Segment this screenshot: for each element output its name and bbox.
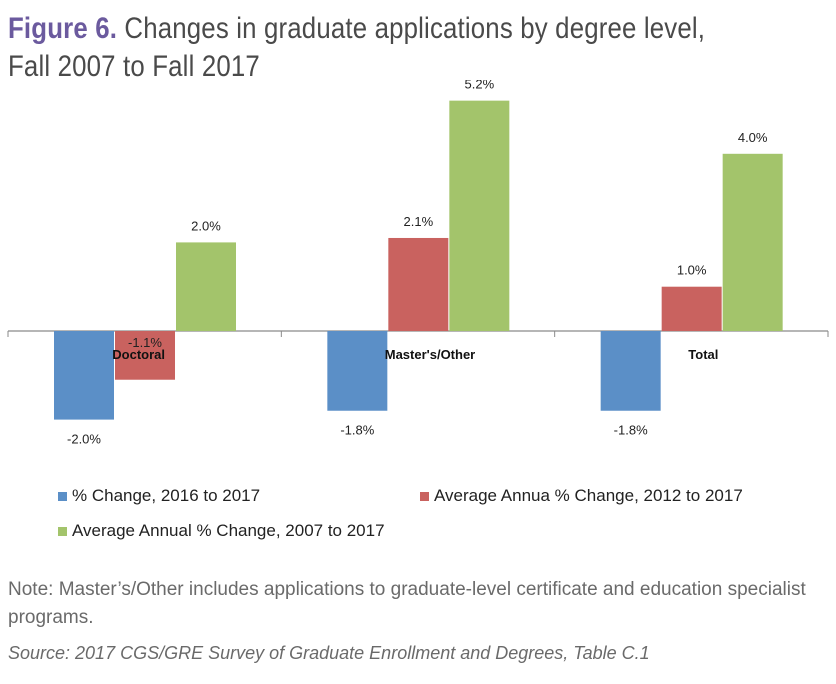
category-label: Master's/Other xyxy=(385,347,476,362)
bar xyxy=(661,286,722,331)
bar xyxy=(115,331,175,380)
legend-swatch xyxy=(58,491,67,501)
bar xyxy=(388,237,449,331)
data-label: 4.0% xyxy=(738,130,768,145)
figure-title: Figure 6. Changes in graduate applicatio… xyxy=(8,10,713,86)
bar xyxy=(176,242,236,331)
legend-label: Average Annual % Change, 2007 to 2017 xyxy=(72,521,385,540)
category-label: Total xyxy=(688,347,718,362)
data-label: 2.1% xyxy=(404,214,434,229)
chart-source: Source: 2017 CGS/GRE Survey of Graduate … xyxy=(8,643,650,663)
figure-title-line2: Fall 2007 to Fall 2017 xyxy=(8,50,260,83)
legend-label: % Change, 2016 to 2017 xyxy=(72,486,261,505)
data-label: -2.0% xyxy=(67,432,101,447)
bar xyxy=(449,100,510,331)
legend-item: Average Annual % Change, 2007 to 2017 xyxy=(58,521,385,541)
bar xyxy=(600,331,661,411)
legend-swatch xyxy=(420,491,429,501)
data-label: 5.2% xyxy=(465,80,495,92)
data-label: -1.8% xyxy=(340,423,374,438)
legend-label: Average Annua % Change, 2012 to 2017 xyxy=(434,486,743,505)
legend-item: Average Annua % Change, 2012 to 2017 xyxy=(420,486,743,506)
figure-title-line1: Changes in graduate applications by degr… xyxy=(124,12,706,45)
bar xyxy=(722,153,783,331)
chart-note: Note: Master’s/Other includes applicatio… xyxy=(8,579,806,628)
legend-swatch xyxy=(58,526,67,536)
bar-chart: -2.0% -1.1% 2.0% Doctoral -1.8% 2.1% 5.2% Maste… xyxy=(7,80,829,447)
bar xyxy=(54,331,114,420)
data-label: 1.0% xyxy=(677,263,707,278)
legend-item: % Change, 2016 to 2017 xyxy=(58,486,260,506)
data-label: -1.8% xyxy=(614,423,648,438)
figure-label: Figure 6. xyxy=(8,12,118,45)
data-label: 2.0% xyxy=(191,218,221,233)
data-label: -1.1% xyxy=(128,335,162,350)
category-label: Doctoral xyxy=(112,347,165,362)
bar xyxy=(327,331,388,411)
